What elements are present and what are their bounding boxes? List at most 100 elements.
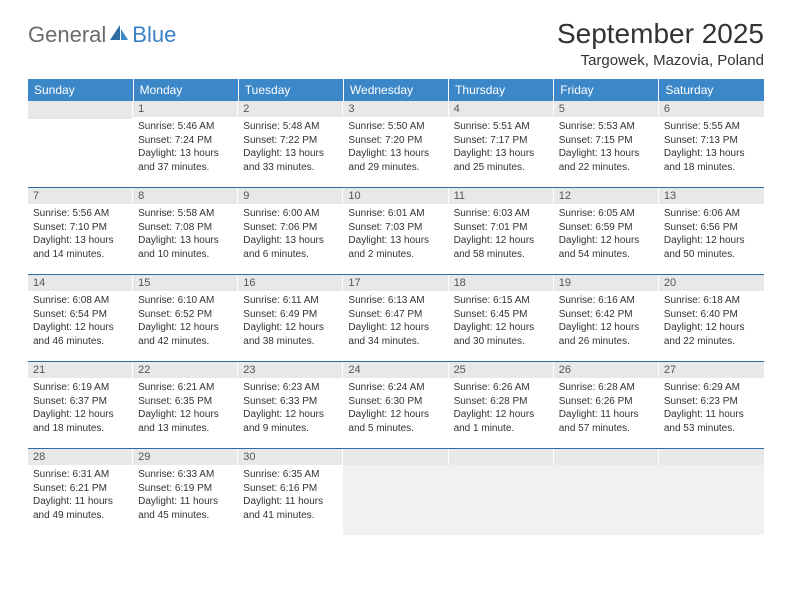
day-body: Sunrise: 5:46 AMSunset: 7:24 PMDaylight:…: [133, 117, 238, 178]
day-body: Sunrise: 6:15 AMSunset: 6:45 PMDaylight:…: [449, 291, 554, 352]
day-info-line: Daylight: 12 hours: [243, 321, 338, 335]
day-info-line: Daylight: 12 hours: [33, 408, 128, 422]
day-info-line: Daylight: 11 hours: [33, 495, 128, 509]
calendar-day-cell: 28Sunrise: 6:31 AMSunset: 6:21 PMDayligh…: [28, 449, 133, 536]
calendar-day-cell: [28, 101, 133, 188]
day-info-line: and 22 minutes.: [664, 335, 759, 349]
day-info-line: Sunset: 6:52 PM: [138, 308, 233, 322]
day-body: [343, 465, 448, 472]
day-info-line: Sunset: 6:59 PM: [559, 221, 654, 235]
day-info-line: Sunset: 7:13 PM: [664, 134, 759, 148]
day-number: 18: [449, 275, 554, 291]
day-number: 27: [659, 362, 764, 378]
day-info-line: Daylight: 12 hours: [138, 408, 233, 422]
weekday-header: Saturday: [659, 79, 764, 101]
location: Targowek, Mazovia, Poland: [557, 52, 764, 69]
day-info-line: Daylight: 13 hours: [243, 234, 338, 248]
day-number: [343, 449, 448, 465]
calendar-day-cell: 8Sunrise: 5:58 AMSunset: 7:08 PMDaylight…: [133, 188, 238, 275]
calendar-day-cell: 19Sunrise: 6:16 AMSunset: 6:42 PMDayligh…: [554, 275, 659, 362]
day-info-line: Daylight: 12 hours: [664, 321, 759, 335]
day-info-line: Daylight: 12 hours: [138, 321, 233, 335]
day-number: 7: [28, 188, 133, 204]
calendar-day-cell: 1Sunrise: 5:46 AMSunset: 7:24 PMDaylight…: [133, 101, 238, 188]
calendar-week-row: 28Sunrise: 6:31 AMSunset: 6:21 PMDayligh…: [28, 449, 764, 536]
day-number: 23: [238, 362, 343, 378]
day-number: 17: [343, 275, 448, 291]
day-info-line: Daylight: 11 hours: [243, 495, 338, 509]
day-info-line: and 46 minutes.: [33, 335, 128, 349]
day-info-line: Sunrise: 5:48 AM: [243, 120, 338, 134]
day-info-line: and 18 minutes.: [664, 161, 759, 175]
day-info-line: Sunset: 6:28 PM: [454, 395, 549, 409]
day-info-line: and 30 minutes.: [454, 335, 549, 349]
day-body: Sunrise: 6:33 AMSunset: 6:19 PMDaylight:…: [133, 465, 238, 526]
day-info-line: Sunrise: 6:16 AM: [559, 294, 654, 308]
day-number: 22: [133, 362, 238, 378]
day-info-line: Sunset: 6:26 PM: [559, 395, 654, 409]
day-number: 8: [133, 188, 238, 204]
day-body: [659, 465, 764, 472]
day-number: 19: [554, 275, 659, 291]
day-info-line: Sunrise: 6:03 AM: [454, 207, 549, 221]
day-info-line: Sunrise: 6:21 AM: [138, 381, 233, 395]
day-info-line: and 50 minutes.: [664, 248, 759, 262]
calendar-day-cell: [554, 449, 659, 536]
day-body: [28, 119, 133, 126]
day-number: 1: [133, 101, 238, 117]
day-info-line: Sunset: 6:47 PM: [348, 308, 443, 322]
day-info-line: Sunrise: 5:53 AM: [559, 120, 654, 134]
day-body: Sunrise: 6:18 AMSunset: 6:40 PMDaylight:…: [659, 291, 764, 352]
day-number: [659, 449, 764, 465]
calendar-week-row: 14Sunrise: 6:08 AMSunset: 6:54 PMDayligh…: [28, 275, 764, 362]
day-info-line: Daylight: 13 hours: [243, 147, 338, 161]
day-number: 15: [133, 275, 238, 291]
day-number: 25: [449, 362, 554, 378]
day-info-line: and 1 minute.: [454, 422, 549, 436]
calendar-day-cell: 20Sunrise: 6:18 AMSunset: 6:40 PMDayligh…: [659, 275, 764, 362]
day-body: Sunrise: 6:35 AMSunset: 6:16 PMDaylight:…: [238, 465, 343, 526]
calendar-day-cell: 30Sunrise: 6:35 AMSunset: 6:16 PMDayligh…: [238, 449, 343, 536]
day-body: [449, 465, 554, 472]
day-body: Sunrise: 5:58 AMSunset: 7:08 PMDaylight:…: [133, 204, 238, 265]
day-body: Sunrise: 6:16 AMSunset: 6:42 PMDaylight:…: [554, 291, 659, 352]
day-body: Sunrise: 5:55 AMSunset: 7:13 PMDaylight:…: [659, 117, 764, 178]
day-info-line: and 45 minutes.: [138, 509, 233, 523]
day-body: Sunrise: 6:21 AMSunset: 6:35 PMDaylight:…: [133, 378, 238, 439]
day-number: 30: [238, 449, 343, 465]
month-title: September 2025: [557, 18, 764, 50]
day-info-line: and 58 minutes.: [454, 248, 549, 262]
day-body: Sunrise: 6:01 AMSunset: 7:03 PMDaylight:…: [343, 204, 448, 265]
weekday-header: Sunday: [28, 79, 133, 101]
day-info-line: Sunrise: 6:08 AM: [33, 294, 128, 308]
day-body: Sunrise: 6:06 AMSunset: 6:56 PMDaylight:…: [659, 204, 764, 265]
day-info-line: Daylight: 13 hours: [559, 147, 654, 161]
day-info-line: Sunset: 7:10 PM: [33, 221, 128, 235]
calendar-day-cell: 5Sunrise: 5:53 AMSunset: 7:15 PMDaylight…: [554, 101, 659, 188]
day-info-line: and 57 minutes.: [559, 422, 654, 436]
calendar-body: 1Sunrise: 5:46 AMSunset: 7:24 PMDaylight…: [28, 101, 764, 535]
day-number: 10: [343, 188, 448, 204]
day-info-line: Sunset: 6:45 PM: [454, 308, 549, 322]
calendar-day-cell: 12Sunrise: 6:05 AMSunset: 6:59 PMDayligh…: [554, 188, 659, 275]
day-body: [554, 465, 659, 472]
day-number: 13: [659, 188, 764, 204]
day-info-line: Sunset: 6:42 PM: [559, 308, 654, 322]
day-info-line: Daylight: 12 hours: [664, 234, 759, 248]
day-info-line: Sunset: 7:17 PM: [454, 134, 549, 148]
day-body: Sunrise: 6:31 AMSunset: 6:21 PMDaylight:…: [28, 465, 133, 526]
day-number: 21: [28, 362, 133, 378]
day-info-line: Sunrise: 5:58 AM: [138, 207, 233, 221]
day-info-line: and 54 minutes.: [559, 248, 654, 262]
day-info-line: Sunset: 6:49 PM: [243, 308, 338, 322]
day-info-line: Sunset: 7:03 PM: [348, 221, 443, 235]
day-info-line: Sunrise: 6:00 AM: [243, 207, 338, 221]
day-info-line: Sunset: 6:19 PM: [138, 482, 233, 496]
day-info-line: and 38 minutes.: [243, 335, 338, 349]
day-info-line: and 14 minutes.: [33, 248, 128, 262]
day-info-line: Daylight: 12 hours: [243, 408, 338, 422]
day-info-line: Sunrise: 5:46 AM: [138, 120, 233, 134]
day-body: Sunrise: 6:28 AMSunset: 6:26 PMDaylight:…: [554, 378, 659, 439]
day-info-line: and 33 minutes.: [243, 161, 338, 175]
day-body: Sunrise: 6:08 AMSunset: 6:54 PMDaylight:…: [28, 291, 133, 352]
